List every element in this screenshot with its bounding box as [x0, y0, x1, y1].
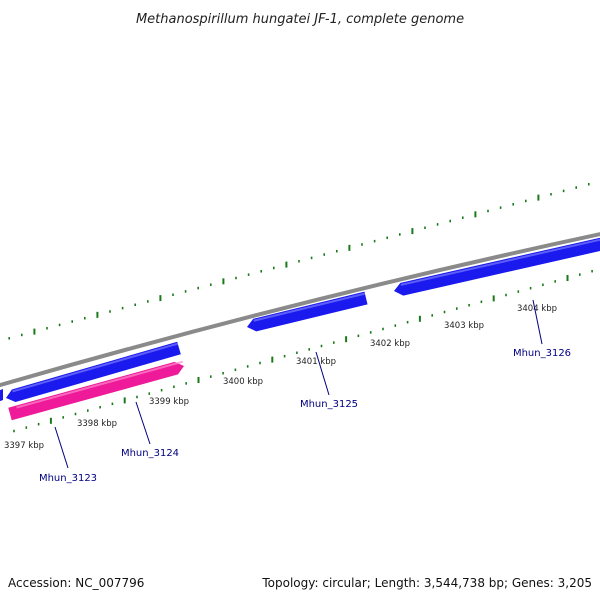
gene-arrow-mhun-3124-shine — [16, 360, 184, 409]
gene-arrow-mhun-3126 — [394, 237, 600, 296]
tick-label: 3401 kbp — [296, 357, 336, 367]
tick-label: 3403 kbp — [444, 321, 484, 331]
tick-label: 3397 kbp — [4, 441, 44, 451]
tick-labels: 3397 kbp 3398 kbp 3399 kbp 3400 kbp 3401 kbp… — [4, 304, 557, 451]
gene-arrow-mhun-3123 — [6, 341, 181, 403]
tick-label: 3404 kbp — [517, 304, 557, 314]
gene-label: Mhun_3124 — [121, 448, 179, 459]
gene-arrow-partial — [0, 389, 3, 402]
lower-tick-ring — [13, 269, 593, 433]
gene-labels: Mhun_3123 Mhun_3124 Mhun_3125 Mhun_3126 — [39, 299, 571, 484]
gene-leader-line — [315, 351, 330, 396]
tick-label: 3399 kbp — [149, 397, 189, 407]
tick-label: 3398 kbp — [77, 419, 117, 429]
gene-arrow-mhun-3125 — [247, 291, 368, 332]
gene-arrow-mhun-3124 — [8, 361, 185, 421]
gene-arrow-mhun-3123-shine — [12, 342, 179, 393]
tick-label: 3402 kbp — [370, 339, 410, 349]
gene-arrow-mhun-3125-shine — [253, 292, 366, 322]
accession-text: Accession: NC_007796 — [8, 576, 144, 590]
gene-leader-line — [54, 426, 69, 469]
upper-tick-ring — [8, 182, 590, 340]
topology-text: Topology: circular; Length: 3,544,738 bp… — [261, 576, 592, 590]
gene-arrow-mhun-3126-shine — [400, 238, 600, 286]
genome-backbone — [0, 232, 600, 388]
tick-label: 3400 kbp — [223, 377, 263, 387]
gene-label: Mhun_3126 — [513, 348, 571, 359]
map-title: Methanospirillum hungatei JF-1, complete… — [136, 12, 464, 27]
gene-leader-line — [135, 401, 151, 445]
gene-features — [0, 237, 600, 421]
gene-leader-line — [532, 299, 543, 345]
gene-label: Mhun_3123 — [39, 473, 97, 484]
gene-label: Mhun_3125 — [300, 399, 358, 410]
